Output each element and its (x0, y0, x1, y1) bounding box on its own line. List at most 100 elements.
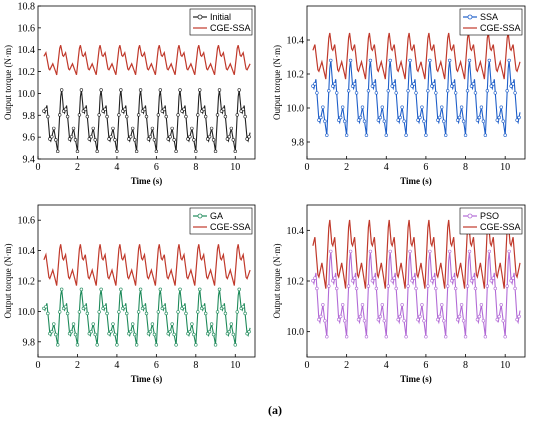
series-point-initial (109, 135, 113, 139)
series-point-ssa (311, 84, 315, 88)
series-point-ssa (410, 84, 414, 88)
series-point-ga (113, 332, 117, 337)
series-point-ga (111, 322, 115, 326)
series-point-initial (160, 109, 164, 113)
series-point-pso (418, 314, 422, 319)
series-point-pso (323, 319, 327, 323)
series-point-initial (188, 135, 192, 139)
series-point-pso (451, 276, 456, 280)
series-point-pso (360, 303, 365, 307)
series-point-ga (223, 311, 228, 316)
series-point-ga (67, 331, 72, 336)
series-point-initial (125, 114, 129, 119)
series-point-pso (410, 279, 414, 283)
series-point-ssa (321, 105, 325, 109)
series-point-initial (184, 114, 188, 119)
series-point-pso (352, 276, 357, 280)
series-point-pso (491, 276, 495, 280)
series-point-ssa (360, 105, 365, 109)
series-point-pso (319, 314, 323, 319)
series-point-ssa (475, 118, 480, 122)
series-point-ga (221, 305, 226, 309)
series-point-initial (192, 138, 196, 142)
series-point-ssa (392, 82, 396, 86)
series-point-ga (144, 311, 149, 316)
series-point-ssa (313, 82, 317, 86)
series-point-pso (382, 319, 386, 323)
series-point-ssa (420, 105, 424, 109)
series-point-pso (408, 249, 412, 254)
series-point-ssa (495, 118, 499, 122)
series-point-ssa (513, 91, 517, 95)
series-point-ssa (398, 115, 402, 120)
x-tick-label: 4 (114, 360, 119, 371)
x-tick-label: 4 (384, 162, 389, 173)
series-point-initial (166, 137, 170, 141)
series-point-initial (247, 135, 251, 139)
x-tick-label: 8 (193, 162, 198, 173)
series-point-pso (327, 284, 331, 288)
y-tick-label: 10.8 (18, 2, 36, 13)
series-point-pso (515, 317, 519, 322)
series-point-pso (404, 335, 408, 339)
series-line-cge-ssa (312, 32, 521, 80)
series-point-initial (54, 138, 58, 142)
series-point-ga (52, 322, 56, 326)
series-point-ga (148, 329, 153, 334)
series-point-ga (209, 322, 214, 326)
series-point-ga (46, 311, 50, 316)
series-point-ssa (350, 84, 355, 88)
series-point-ga (109, 329, 113, 334)
series-point-initial (97, 113, 101, 117)
y-tick-label: 9.8 (23, 111, 36, 122)
series-point-ssa (380, 105, 385, 109)
x-tick-label: 10 (500, 360, 510, 371)
series-point-ga (56, 343, 60, 347)
chart-panel-bottom-right: 0 2 4 6 8 10 10.0 10.2 10.4 Time (s) Output torque… (272, 204, 526, 384)
series-point-pso (325, 335, 329, 339)
series-point-ssa (489, 84, 494, 88)
series-point-initial (115, 149, 119, 154)
series-point-ssa (434, 91, 438, 95)
series-point-pso (517, 314, 521, 319)
series-point-initial (190, 126, 194, 131)
series-point-pso (321, 303, 325, 307)
series-point-ga (215, 310, 220, 314)
series-line-cge-ssa (43, 244, 251, 286)
series-point-initial (152, 138, 157, 142)
series-point-ssa (323, 119, 327, 123)
y-tick-label: 9.8 (23, 337, 36, 348)
series-point-ssa (487, 58, 492, 63)
series-point-pso (477, 314, 482, 319)
series-point-ssa (491, 82, 495, 86)
series-point-pso (485, 284, 490, 288)
series-point-pso (333, 276, 337, 280)
series-point-pso (446, 284, 450, 288)
series-point-ga (237, 287, 241, 292)
series-point-initial (182, 107, 186, 111)
x-tick-label: 0 (305, 360, 310, 371)
series-point-ssa (438, 115, 442, 120)
series-point-pso (368, 249, 373, 254)
y-axis-label: Output torque (N·m) (3, 244, 13, 319)
series-point-pso (402, 319, 406, 323)
series-point-initial (91, 126, 95, 131)
x-tick-label: 6 (154, 360, 159, 371)
series-point-pso (457, 314, 462, 319)
series-point-ga (190, 322, 194, 326)
series-point-ga (202, 305, 206, 309)
series-point-pso (481, 319, 486, 323)
series-point-ssa (469, 84, 474, 88)
legend-box (459, 207, 523, 235)
series-point-ga (229, 322, 234, 326)
y-tick-label: 10.6 (18, 23, 36, 34)
series-point-ga (176, 310, 180, 314)
series-point-ssa (335, 91, 339, 95)
x-tick-label: 0 (305, 162, 310, 173)
series-point-ssa (362, 119, 367, 123)
series-point-pso (356, 317, 361, 322)
series-point-ssa (463, 133, 468, 137)
series-point-pso (473, 286, 478, 291)
legend-box (189, 8, 253, 36)
series-point-pso (384, 335, 388, 339)
